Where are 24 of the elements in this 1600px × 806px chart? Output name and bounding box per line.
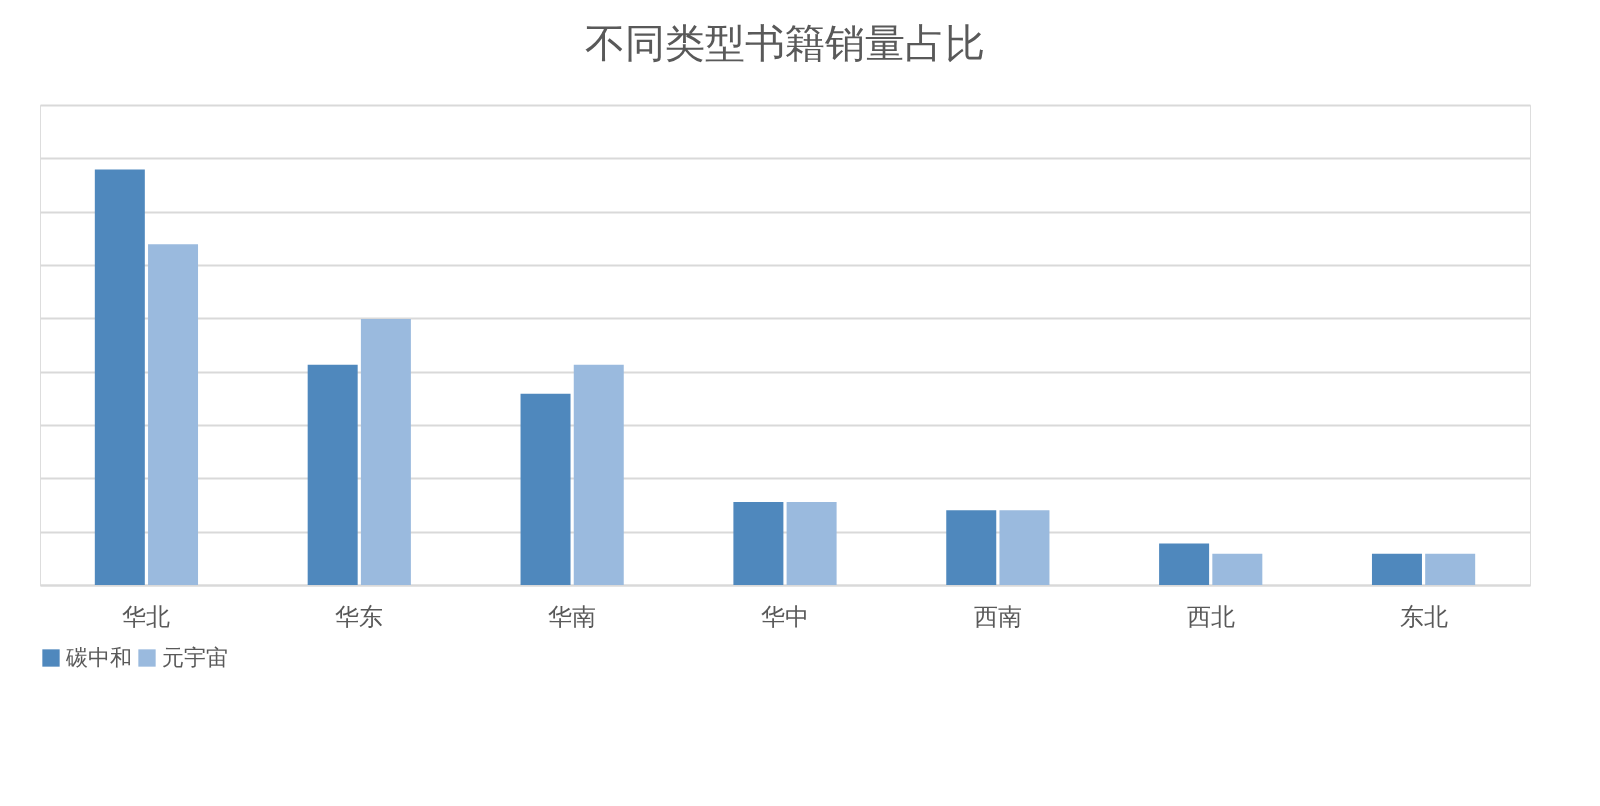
bar (1212, 553, 1263, 585)
x-tick-label: 华东 (335, 602, 384, 631)
bar (573, 364, 624, 585)
bar (360, 319, 411, 585)
x-tick-label: 华中 (761, 602, 809, 631)
legend-label: 碳中和 (65, 645, 132, 670)
bar (520, 393, 571, 585)
bar (148, 244, 199, 585)
bar (733, 501, 784, 585)
x-tick-label: 华北 (122, 602, 171, 631)
x-tick-label: 华南 (548, 602, 597, 631)
bar (1425, 553, 1476, 585)
legend-label: 元宇宙 (162, 645, 228, 670)
bar (786, 501, 837, 585)
bar (1371, 553, 1422, 585)
x-tick-label: 东北 (1399, 602, 1448, 631)
bar (999, 510, 1050, 585)
bar (307, 364, 358, 585)
bar (946, 510, 997, 585)
bar (94, 169, 145, 585)
x-tick-label: 西南 (973, 602, 1022, 631)
chart-title: 不同类型书籍销量占比 (585, 20, 985, 66)
bar (1159, 543, 1210, 585)
x-tick-label: 西北 (1186, 602, 1235, 631)
